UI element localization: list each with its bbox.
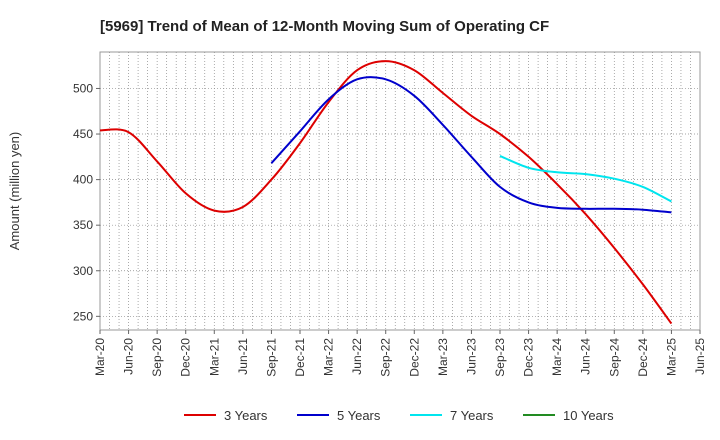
y-tick-label: 400: [73, 173, 93, 187]
x-tick-label: Jun-20: [122, 338, 136, 375]
x-tick-label: Mar-24: [550, 338, 564, 376]
y-tick-label: 250: [73, 309, 93, 323]
x-tick-label: Dec-23: [522, 338, 536, 377]
chart-title: [5969] Trend of Mean of 12-Month Moving …: [100, 18, 549, 35]
legend: 3 Years 5 Years 7 Years 10 Years: [184, 408, 614, 423]
series-lines: [99, 60, 673, 325]
series-line-3-years: [99, 60, 673, 325]
x-tick-label: Sep-21: [264, 338, 278, 377]
x-tick-label: Mar-23: [436, 338, 450, 376]
x-tick-label: Dec-22: [407, 338, 421, 377]
x-tick-label: Jun-24: [579, 338, 593, 375]
series-line-7-years: [499, 154, 672, 203]
x-tick-label: Sep-22: [379, 338, 393, 377]
series-line-5-years: [270, 76, 672, 214]
y-axis: 250 300 350 400 450 500: [73, 81, 100, 323]
x-tick-label: Sep-23: [493, 338, 507, 377]
x-tick-label: Sep-24: [607, 338, 621, 377]
x-tick-label: Mar-21: [207, 338, 221, 376]
x-tick-label: Jun-25: [693, 338, 707, 375]
x-tick-label: Dec-24: [636, 338, 650, 377]
x-tick-label: Mar-22: [322, 338, 336, 376]
y-tick-label: 300: [73, 264, 93, 278]
legend-label-3-years: 3 Years: [224, 408, 268, 423]
y-tick-label: 500: [73, 81, 93, 95]
y-tick-label: 450: [73, 127, 93, 141]
x-tick-label: Jun-23: [464, 338, 478, 375]
x-tick-label: Jun-22: [350, 338, 364, 375]
x-tick-label: Sep-20: [150, 338, 164, 377]
y-axis-label: Amount (million yen): [7, 132, 22, 251]
x-tick-label: Mar-20: [93, 338, 107, 376]
x-axis: Mar-20 Jun-20 Sep-20 Dec-20 Mar-21 Jun-21 Sep-…: [93, 330, 707, 377]
x-tick-label: Mar-25: [664, 338, 678, 376]
plot-area: [99, 51, 701, 331]
x-tick-label: Dec-21: [293, 338, 307, 377]
y-tick-label: 350: [73, 218, 93, 232]
x-tick-label: Jun-21: [236, 338, 250, 375]
legend-label-5-years: 5 Years: [337, 408, 381, 423]
x-tick-label: Dec-20: [179, 338, 193, 377]
legend-label-10-years: 10 Years: [563, 408, 614, 423]
legend-label-7-years: 7 Years: [450, 408, 494, 423]
